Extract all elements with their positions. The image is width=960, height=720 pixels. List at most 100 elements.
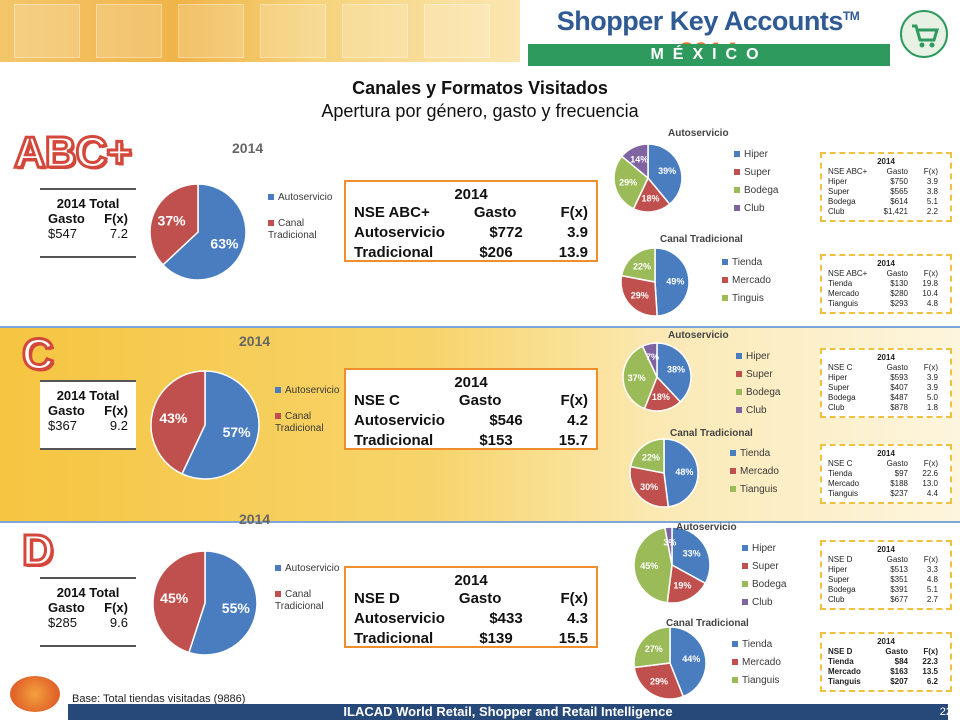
auto-pie-slice-label: 14% (630, 155, 648, 165)
header-photo-banner (0, 0, 520, 62)
table-header-cell: Gasto (473, 204, 517, 221)
table-cell: $593 (890, 373, 908, 382)
table-cell: $206 (479, 244, 513, 261)
table-header-cell: F(x) (560, 204, 588, 221)
table-row: Super $351 4.8 (828, 575, 944, 585)
table-cell: 3.9 (926, 373, 938, 382)
legend-label: Tienda (740, 448, 771, 459)
banner-decor (342, 4, 408, 58)
table-cell: 13.5 (922, 667, 938, 676)
trad-chart-title: Canal Tradicional (670, 428, 753, 439)
legend-item: Autoservicio (275, 563, 345, 575)
legend-swatch (275, 565, 281, 572)
table-row: Mercado $188 13.0 (828, 479, 944, 489)
table-cell: 4.3 (567, 610, 588, 627)
legend-label: Mercado (742, 657, 781, 668)
segment-label: C (21, 329, 56, 381)
legend-label: Club (752, 597, 773, 608)
table-header-cell: NSE D (354, 590, 400, 607)
trad-table-box: 2014 NSE ABC+ Gasto F(x) Tienda $130 19.8 Merca… (820, 254, 952, 314)
table-row: Tianguis $237 4.4 (828, 489, 944, 499)
spend-summary-table: 2014 NSE D Gasto F(x) Autoservicio $433 4.3 Tra… (344, 566, 598, 648)
table-cell: 10.4 (922, 289, 938, 298)
banner-decor (260, 4, 326, 58)
scroll-value-row: $285 9.6 (48, 615, 128, 630)
table-cell: Super (828, 575, 850, 584)
table-cell: $878 (890, 403, 908, 412)
table-cell: 19.8 (922, 279, 938, 288)
trad-chart-title: Canal Tradicional (666, 618, 749, 629)
table-row: Tienda $84 22.3 (828, 657, 944, 667)
legend-label: Club (746, 405, 767, 416)
legend-swatch (275, 413, 281, 420)
legend-label: Hiper (752, 543, 776, 554)
table-cell: $207 (890, 677, 908, 686)
table-header-cell: NSE C (828, 459, 853, 468)
legend-swatch (736, 353, 742, 360)
segment-label: D (21, 525, 56, 577)
legend-swatch (734, 169, 740, 176)
main-chart-legend: Autoservicio Canal Tradicional (275, 385, 345, 449)
page-subtitle: Apertura por género, gasto y frecuencia (321, 101, 639, 121)
auto-pie-slice (664, 526, 673, 566)
section-divider (0, 326, 960, 328)
table-cell: 1.8 (926, 403, 938, 412)
table-cell: 22.6 (922, 469, 938, 478)
legend-item: Hiper (734, 146, 794, 164)
legend-label: Tinguis (732, 293, 764, 304)
legend-item: Hiper (742, 540, 802, 558)
table-row: Autoservicio $772 3.9 (354, 223, 588, 243)
table-cell: Bodega (828, 197, 856, 206)
table-header-cell: Gasto (886, 555, 908, 564)
table-cell: $565 (890, 187, 908, 196)
table-cell: 6.2 (926, 677, 938, 686)
table-cell: 15.7 (558, 432, 588, 449)
auto-chart-title: Autoservicio (668, 330, 729, 341)
table-year: 2014 (877, 157, 895, 166)
table-cell: $677 (890, 595, 908, 604)
legend-swatch (722, 259, 728, 266)
legend-item: Tinguis (722, 290, 792, 308)
table-header-cell: Gasto (458, 590, 502, 607)
table-cell: $1,421 (883, 207, 908, 216)
table-header-cell: F(x) (923, 363, 938, 372)
banner-decor (14, 4, 80, 58)
legend-item: Bodega (742, 576, 802, 594)
legend-label: Bodega (752, 579, 787, 590)
table-row: Tianguis $207 6.2 (828, 677, 944, 687)
auto-pie-slice-label: 19% (673, 580, 691, 590)
table-header-cell: F(x) (560, 392, 588, 409)
table-cell: Tianguis (828, 677, 861, 686)
legend-label: Bodega (744, 185, 779, 196)
table-row: Mercado $280 10.4 (828, 289, 944, 299)
spend-summary-table: 2014 NSE C Gasto F(x) Autoservicio $546 4.2 Tra… (344, 368, 598, 450)
table-cell: $139 (479, 630, 513, 647)
main-chart-legend: Autoservicio Canal Tradicional (268, 192, 338, 256)
total-scroll-box: 2014 Total Gasto F(x) $367 9.2 (40, 380, 136, 450)
table-year: 2014 (877, 449, 895, 458)
table-cell: 3.9 (926, 383, 938, 392)
table-row: Tienda $130 19.8 (828, 279, 944, 289)
trad-table-box: 2014 NSE D Gasto F(x) Tienda $84 22.3 Mercado $1… (820, 632, 952, 692)
legend-label: Hiper (744, 149, 768, 160)
table-row: Bodega $487 5.0 (828, 393, 944, 403)
table-year: 2014 (877, 353, 895, 362)
auto-pie-slice-label: 18% (642, 193, 660, 203)
table-year: 2014 (877, 545, 895, 554)
main-chart-year: 2014 (239, 511, 271, 527)
scroll-value-fx: 9.6 (109, 615, 128, 630)
table-cell: $750 (890, 177, 908, 186)
banner-decor (424, 4, 490, 58)
auto-pie-slice (613, 155, 649, 210)
legend-item: Tienda (722, 254, 792, 272)
table-row: Club $677 2.7 (828, 595, 944, 605)
table-cell: $188 (890, 479, 908, 488)
legend-item: Super (742, 558, 802, 576)
table-cell: 13.9 (558, 244, 588, 261)
legend-label: Bodega (746, 387, 781, 398)
legend-label: Hiper (746, 351, 770, 362)
table-cell: 4.8 (926, 575, 938, 584)
table-row: Hiper $593 3.9 (828, 373, 944, 383)
trad-pie-slice (633, 626, 671, 669)
scroll-title: 2014 Total (56, 196, 120, 211)
